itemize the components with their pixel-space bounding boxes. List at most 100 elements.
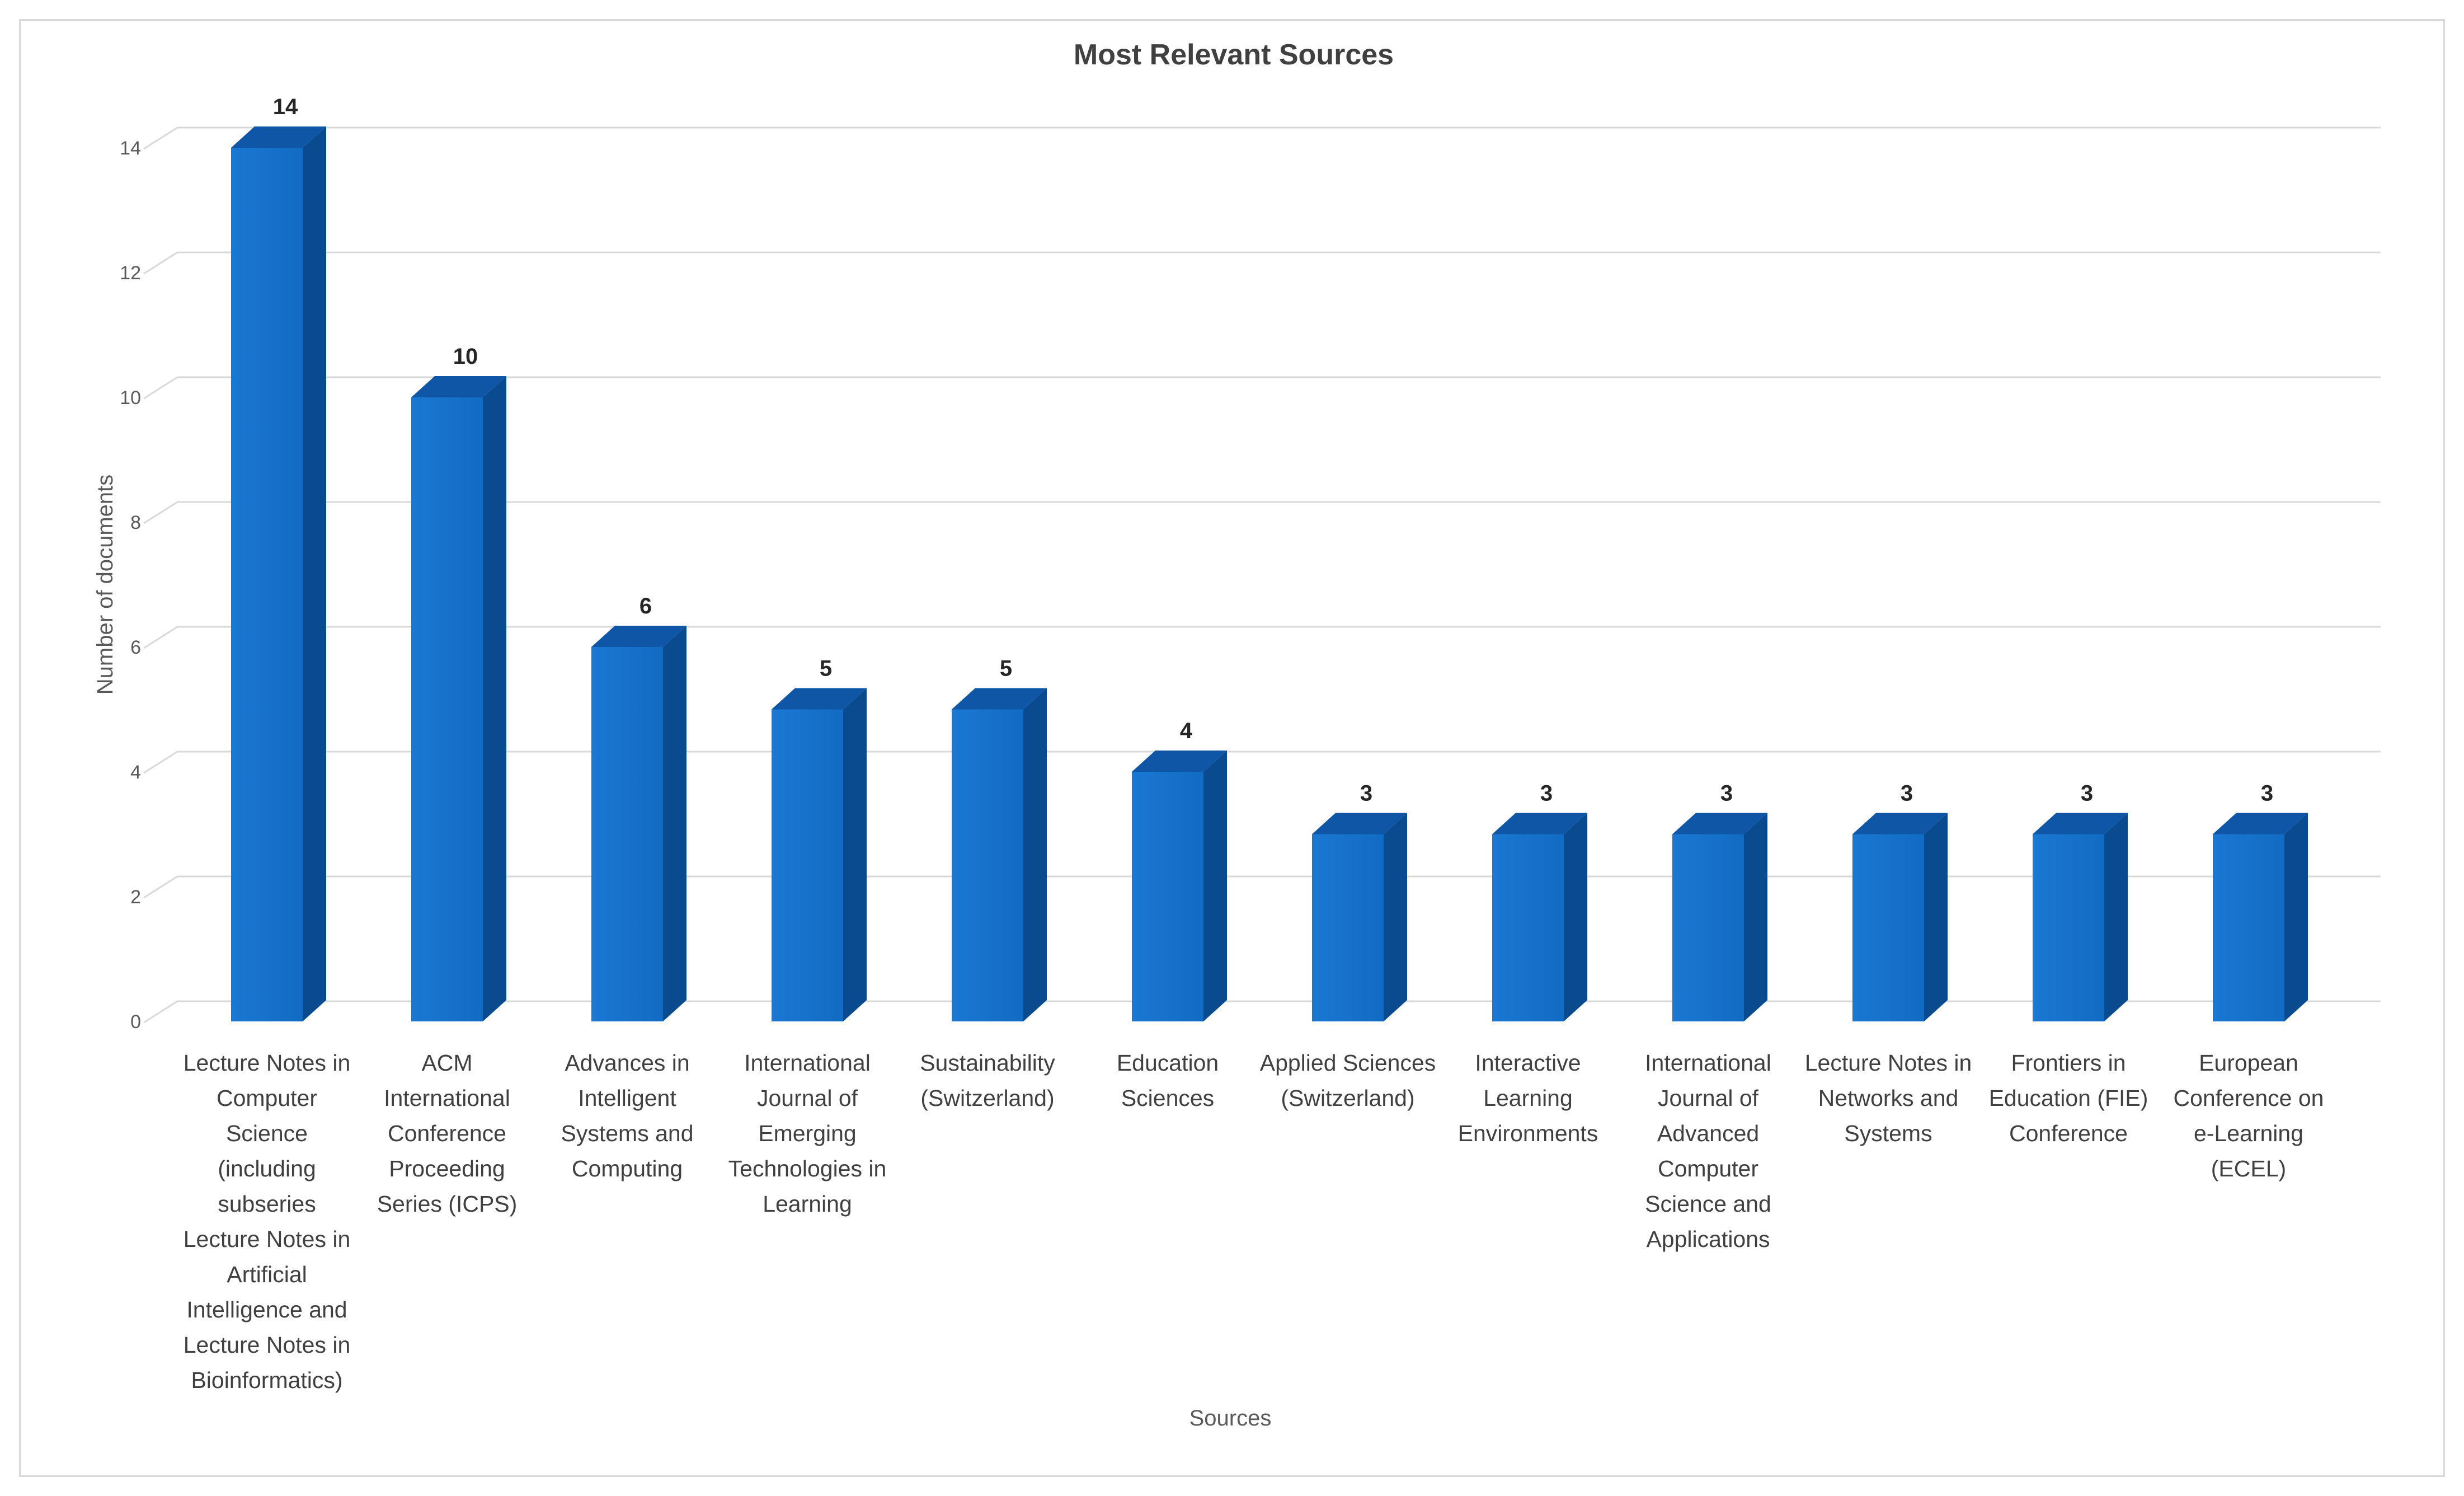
- bar-top: [1492, 813, 1587, 834]
- x-category-label: Frontiers in Education (FIE) Conference: [1989, 1050, 2148, 1146]
- bar-top: [2213, 813, 2308, 834]
- gridline-depth: [143, 126, 178, 150]
- x-category-label: Lecture Notes in Computer Science (includin…: [184, 1050, 351, 1393]
- value-label: 4: [1180, 719, 1193, 743]
- bar-side: [2104, 813, 2128, 1021]
- x-category-line: (ECEL): [2211, 1156, 2286, 1181]
- x-category-line: Environments: [1458, 1120, 1598, 1146]
- x-axis-title: Sources: [1189, 1406, 1272, 1431]
- x-category-label: Interactive Learning Environments: [1458, 1050, 1598, 1146]
- bar-side: [1384, 813, 1407, 1021]
- x-category-line: Artificial: [227, 1261, 307, 1287]
- x-category-line: Bioinformatics): [191, 1367, 342, 1393]
- x-category-line: Computing: [572, 1156, 683, 1181]
- value-labels: 14 10 6 5 5 4 3 3 3 3 3 3: [273, 95, 2273, 806]
- bar-side: [483, 376, 506, 1021]
- bar: [1312, 813, 1407, 1021]
- bar-top: [411, 376, 506, 397]
- bar-side: [843, 688, 867, 1021]
- chart-title: Most Relevant Sources: [1074, 39, 1394, 71]
- x-category-line: Sustainability: [920, 1050, 1055, 1076]
- x-category-line: Frontiers in: [2011, 1050, 2126, 1076]
- bar-side: [663, 626, 686, 1021]
- x-category-label: International Journal of Emerging Technolog…: [728, 1050, 887, 1217]
- bar-front: [952, 709, 1023, 1021]
- bar-top: [772, 688, 867, 710]
- x-category-label: Lecture Notes in Networks and Systems: [1805, 1050, 1972, 1146]
- bar-front: [772, 709, 843, 1021]
- bar: [231, 126, 326, 1021]
- x-category-line: Intelligence and: [186, 1297, 347, 1323]
- bar-side: [1924, 813, 1948, 1021]
- gridline-depth: [143, 875, 178, 899]
- x-category-line: Conference: [388, 1120, 506, 1146]
- x-category-label: Applied Sciences (Switzerland): [1260, 1050, 1436, 1111]
- bar-front: [1672, 834, 1744, 1021]
- bar-side: [303, 126, 326, 1021]
- bar-front: [231, 148, 303, 1021]
- x-category-line: Proceeding: [389, 1156, 505, 1181]
- x-category-line: European: [2199, 1050, 2298, 1076]
- y-tick-label: 8: [130, 512, 141, 533]
- y-tick-label: 6: [130, 637, 141, 658]
- x-category-label: European Conference on e-Learning (ECEL): [2174, 1050, 2324, 1181]
- x-category-line: Computer: [217, 1085, 317, 1111]
- x-category-line: Learning: [1483, 1085, 1573, 1111]
- x-category-line: Computer: [1658, 1156, 1758, 1181]
- bar-side: [1023, 688, 1047, 1021]
- x-category-line: Conference: [2009, 1120, 2128, 1146]
- bar-front: [1492, 834, 1564, 1021]
- bar-front: [591, 647, 663, 1021]
- x-category-line: Sciences: [1121, 1085, 1214, 1111]
- x-axis-categories: Lecture Notes in Computer Science (includin…: [184, 1050, 2324, 1393]
- x-category-line: Applied Sciences: [1260, 1050, 1436, 1076]
- bar-top: [1672, 813, 1767, 834]
- value-label: 3: [1540, 781, 1553, 806]
- gridline-depth: [143, 501, 178, 524]
- y-tick-label: 2: [130, 887, 141, 908]
- bar: [1672, 813, 1767, 1021]
- x-category-line: ACM: [421, 1050, 472, 1076]
- x-category-line: International: [1645, 1050, 1771, 1076]
- x-category-line: Advances in: [565, 1050, 689, 1076]
- bar-front: [2213, 834, 2284, 1021]
- gridline-depth: [143, 251, 178, 275]
- bar-front: [411, 397, 483, 1021]
- bar-side: [1203, 751, 1227, 1021]
- y-tick-label: 0: [130, 1011, 141, 1033]
- value-label: 10: [453, 344, 478, 369]
- bar: [1492, 813, 1587, 1021]
- x-category-line: Emerging: [758, 1120, 856, 1146]
- x-category-line: Journal of: [757, 1085, 858, 1111]
- bar-top: [2033, 813, 2128, 834]
- bar-front: [1312, 834, 1384, 1021]
- value-label: 5: [820, 656, 832, 681]
- x-category-line: Science: [226, 1120, 308, 1146]
- bar: [952, 688, 1047, 1021]
- x-category-line: e-Learning: [2194, 1120, 2303, 1146]
- x-category-line: Lecture Notes in: [184, 1226, 351, 1252]
- bar-top: [1132, 751, 1227, 772]
- x-category-line: International: [744, 1050, 871, 1076]
- x-category-line: Series (ICPS): [377, 1191, 518, 1217]
- bar-side: [1564, 813, 1587, 1021]
- bar-front: [2033, 834, 2104, 1021]
- x-category-line: Education (FIE): [1989, 1085, 2148, 1111]
- y-axis-ticks: 0 2 4 6 8 10 12 14: [120, 138, 141, 1033]
- bar-front: [1852, 834, 1924, 1021]
- bar: [1132, 751, 1227, 1021]
- y-tick-label: 14: [120, 138, 141, 159]
- gridline-depth: [143, 626, 178, 649]
- bar: [591, 626, 686, 1021]
- bar: [772, 688, 867, 1021]
- bar-front: [1132, 772, 1203, 1021]
- x-category-line: Education: [1117, 1050, 1219, 1076]
- bar-top: [591, 626, 686, 647]
- x-category-line: Advanced: [1657, 1120, 1759, 1146]
- x-category-line: (Switzerland): [1281, 1085, 1414, 1111]
- gridline-depth: [143, 376, 178, 400]
- value-label: 3: [1901, 781, 1913, 806]
- x-category-line: (Switzerland): [920, 1085, 1054, 1111]
- x-category-line: Applications: [1646, 1226, 1770, 1252]
- value-label: 6: [639, 594, 652, 618]
